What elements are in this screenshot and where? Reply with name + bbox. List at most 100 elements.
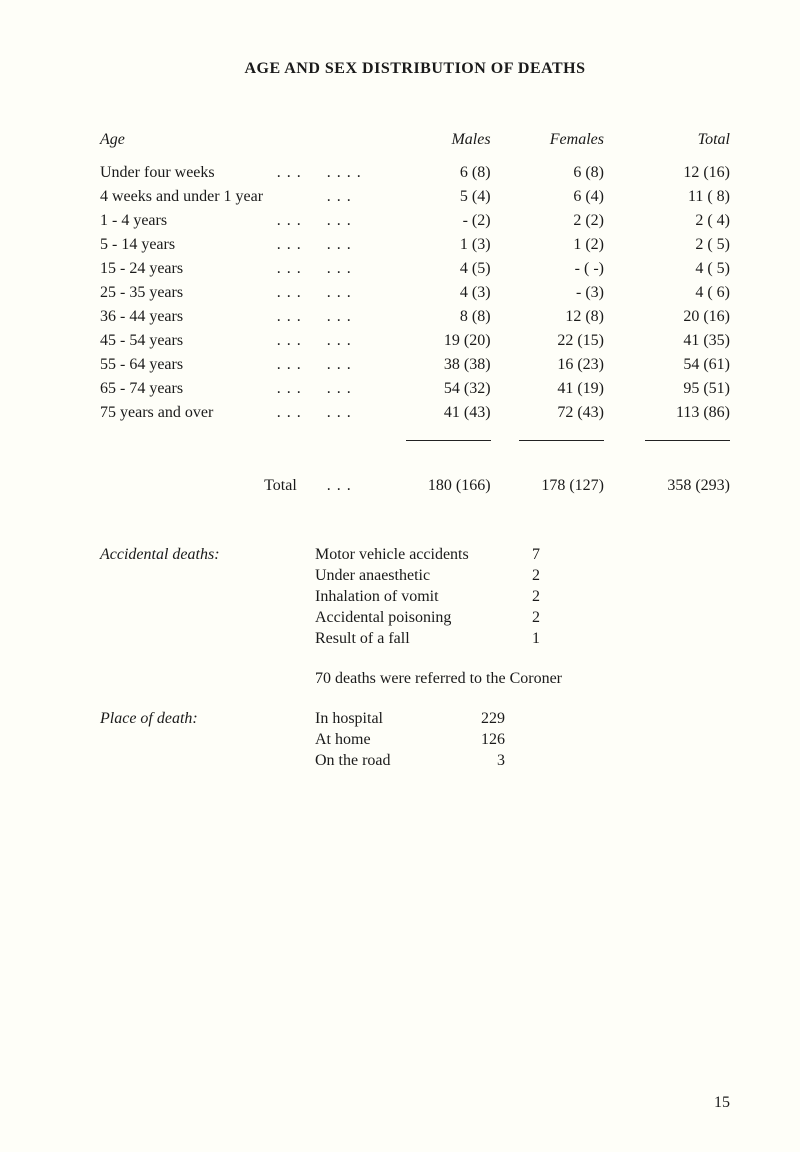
age-cell: 15 - 24 years. . . [100,257,327,281]
females-cell: 6 (8) [491,161,604,185]
list-item: Place of death:In hospital229 [100,710,730,728]
males-cell: 54 (32) [377,377,490,401]
dots: . . . [327,401,377,425]
list-item: Accidental poisoning2 [100,609,730,627]
list-item: Under anaesthetic2 [100,567,730,585]
dots: . . . [277,380,302,398]
males-cell: 1 (3) [377,233,490,257]
col-total-header: Total [604,128,730,161]
list-item: Accidental deaths:Motor vehicle accident… [100,546,730,564]
males-cell: 4 (3) [377,281,490,305]
females-cell: 22 (15) [491,329,604,353]
total-males: 180 (166) [377,449,490,498]
age-cell: 1 - 4 years. . . [100,209,327,233]
females-cell: 6 (4) [491,185,604,209]
table-row: 25 - 35 years. . .. . .4 (3)- (3)4 ( 6) [100,281,730,305]
list-item: Result of a fall1 [100,630,730,648]
item-value: 229 [465,710,505,728]
list-item: At home126 [100,731,730,749]
dots: . . . [277,164,302,182]
total-cell: 4 ( 6) [604,281,730,305]
col-age-header: Age [100,128,327,161]
item-value: 3 [465,752,505,770]
total-label: Total [100,449,327,498]
item-key: Under anaesthetic [315,567,510,585]
item-value: 1 [510,630,540,648]
page-number: 15 [714,1094,730,1112]
item-key: On the road [315,752,465,770]
table-row: 1 - 4 years. . .. . .- (2)2 (2)2 ( 4) [100,209,730,233]
item-key: At home [315,731,465,749]
males-cell: 5 (4) [377,185,490,209]
total-cell: 95 (51) [604,377,730,401]
males-cell: 19 (20) [377,329,490,353]
males-cell: - (2) [377,209,490,233]
item-key: Inhalation of vomit [315,588,510,606]
females-cell: 72 (43) [491,401,604,425]
table-header-row: Age Males Females Total [100,128,730,161]
age-cell: 5 - 14 years. . . [100,233,327,257]
list-item: Inhalation of vomit2 [100,588,730,606]
dots: . . . [277,308,302,326]
table-row: 75 years and over. . .. . .41 (43)72 (43… [100,401,730,425]
total-total: 358 (293) [604,449,730,498]
item-value: 2 [510,567,540,585]
dots: . . . [277,236,302,254]
accidental-deaths-section: Accidental deaths:Motor vehicle accident… [100,546,730,770]
total-cell: 41 (35) [604,329,730,353]
item-value: 126 [465,731,505,749]
col-males-header: Males [377,128,490,161]
males-cell: 6 (8) [377,161,490,185]
item-value: 7 [510,546,540,564]
item-key: Motor vehicle accidents [315,546,510,564]
dots: . . . [327,257,377,281]
females-cell: - (3) [491,281,604,305]
males-cell: 8 (8) [377,305,490,329]
coroner-note: 70 deaths were referred to the Coroner [100,670,730,688]
dots: . . . [327,209,377,233]
total-cell: 2 ( 4) [604,209,730,233]
table-rule-row [100,425,730,449]
item-key: Accidental poisoning [315,609,510,627]
total-cell: 54 (61) [604,353,730,377]
males-cell: 41 (43) [377,401,490,425]
age-cell: 4 weeks and under 1 year [100,185,327,209]
males-cell: 38 (38) [377,353,490,377]
item-key: Result of a fall [315,630,510,648]
females-cell: 2 (2) [491,209,604,233]
dots: . . . [277,356,302,374]
table-row: 45 - 54 years. . .. . .19 (20)22 (15)41 … [100,329,730,353]
age-cell: 65 - 74 years. . . [100,377,327,401]
dots: . . . [327,329,377,353]
age-cell: 55 - 64 years. . . [100,353,327,377]
total-cell: 2 ( 5) [604,233,730,257]
item-value: 2 [510,609,540,627]
dots: . . . [327,281,377,305]
dots: . . . [327,305,377,329]
total-cell: 113 (86) [604,401,730,425]
table-total-row: Total . . . 180 (166) 178 (127) 358 (293… [100,449,730,498]
dots: . . . [277,284,302,302]
table-row: 36 - 44 years. . .. . .8 (8)12 (8)20 (16… [100,305,730,329]
place-of-death-label: Place of death: [100,710,315,728]
dots: . . . [277,332,302,350]
age-cell: 45 - 54 years. . . [100,329,327,353]
table-row: Under four weeks. . .. . . .6 (8)6 (8)12… [100,161,730,185]
females-cell: 41 (19) [491,377,604,401]
table-row: 55 - 64 years. . .. . .38 (38)16 (23)54 … [100,353,730,377]
list-item: On the road3 [100,752,730,770]
dots: . . . [327,353,377,377]
total-cell: 11 ( 8) [604,185,730,209]
table-row: 4 weeks and under 1 year. . .5 (4)6 (4)1… [100,185,730,209]
dots: . . . [327,449,377,498]
dots: . . . [327,377,377,401]
age-cell: 75 years and over. . . [100,401,327,425]
age-cell: 36 - 44 years. . . [100,305,327,329]
accidental-deaths-label: Accidental deaths: [100,546,315,564]
table-row: 5 - 14 years. . .. . .1 (3)1 (2)2 ( 5) [100,233,730,257]
col-females-header: Females [491,128,604,161]
age-cell: 25 - 35 years. . . [100,281,327,305]
dots: . . . [327,233,377,257]
table-row: 15 - 24 years. . .. . .4 (5)- ( -)4 ( 5) [100,257,730,281]
item-value: 2 [510,588,540,606]
